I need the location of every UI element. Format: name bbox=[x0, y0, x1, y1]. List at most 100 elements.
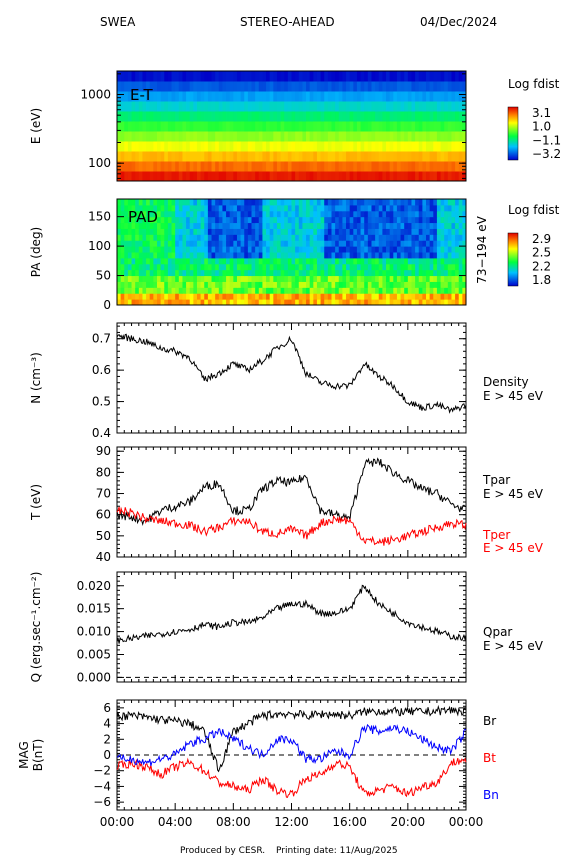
pad-cell bbox=[244, 216, 249, 224]
pad-cell bbox=[117, 228, 122, 235]
pad-cell bbox=[138, 210, 143, 218]
pad-cell bbox=[433, 299, 438, 306]
energy-axis-label: E (eV) bbox=[29, 108, 43, 144]
et-cell bbox=[189, 81, 194, 92]
et-cell bbox=[156, 171, 162, 182]
pad-cell bbox=[455, 293, 460, 300]
pad-cell bbox=[447, 234, 452, 241]
et-cell bbox=[258, 111, 263, 122]
pad-cell bbox=[426, 299, 431, 306]
pad-cell bbox=[360, 287, 365, 294]
pad-cell bbox=[309, 275, 314, 282]
et-cell bbox=[247, 111, 253, 122]
pad-cell bbox=[156, 275, 162, 282]
pad-cell bbox=[342, 246, 347, 253]
pad-cell bbox=[393, 228, 398, 235]
pad-cell bbox=[389, 210, 394, 218]
et-cell bbox=[458, 141, 463, 152]
et-cell bbox=[378, 131, 383, 142]
et-cell bbox=[418, 141, 423, 152]
pad-cell bbox=[451, 287, 456, 294]
pad-cell bbox=[131, 222, 136, 229]
pad-cell bbox=[236, 269, 242, 277]
et-cell bbox=[229, 71, 234, 82]
et-cell bbox=[117, 91, 122, 102]
pad-cell bbox=[178, 234, 183, 241]
pad-cell bbox=[331, 234, 336, 241]
pad-cell bbox=[200, 269, 205, 277]
et-cell bbox=[226, 81, 231, 92]
et-cell bbox=[349, 171, 354, 182]
et-cell bbox=[255, 141, 260, 152]
pad-cell bbox=[356, 246, 362, 253]
pad-cell bbox=[244, 287, 249, 294]
pad-cell bbox=[367, 293, 372, 300]
pad-cell bbox=[327, 240, 332, 247]
pad-cell bbox=[146, 210, 151, 218]
et-cell bbox=[258, 161, 263, 172]
et-cell bbox=[324, 81, 329, 92]
et-cell bbox=[346, 121, 351, 132]
pad-cell bbox=[389, 204, 394, 212]
pad-cell bbox=[244, 269, 249, 277]
pad-cell bbox=[120, 281, 125, 288]
pad-cell bbox=[178, 281, 183, 288]
pad-cell bbox=[400, 275, 405, 282]
pad-cell bbox=[193, 246, 198, 253]
pad-cell bbox=[131, 275, 136, 282]
et-cell bbox=[222, 91, 227, 102]
pad-cell bbox=[164, 199, 169, 206]
et-cell bbox=[287, 151, 292, 162]
et-cell bbox=[117, 101, 122, 112]
pad-cell bbox=[284, 275, 289, 282]
pad-cell bbox=[440, 234, 445, 241]
pad-cell bbox=[146, 287, 151, 294]
pad-cell bbox=[349, 281, 354, 288]
pad-cell bbox=[313, 287, 318, 294]
pad-cell bbox=[222, 263, 227, 271]
pad-cell bbox=[320, 228, 325, 235]
et-cell bbox=[356, 121, 362, 132]
pad-cell bbox=[262, 293, 267, 300]
pad-cell bbox=[178, 299, 183, 306]
et-cell bbox=[276, 161, 282, 172]
et-cell bbox=[389, 101, 394, 112]
colorbar-tick-label: 2.2 bbox=[532, 259, 551, 273]
pad-cell bbox=[295, 246, 300, 253]
pad-cell bbox=[273, 210, 278, 218]
et-cell bbox=[153, 171, 158, 182]
pad-cell bbox=[251, 263, 256, 271]
et-cell bbox=[396, 101, 402, 112]
pad-cell bbox=[171, 228, 176, 235]
et-cell bbox=[131, 111, 136, 122]
pad-cell bbox=[393, 263, 398, 271]
pad-cell bbox=[273, 299, 278, 306]
pad-cell bbox=[320, 199, 325, 206]
et-cell bbox=[411, 131, 416, 142]
pad-cell bbox=[280, 263, 285, 271]
pad-cell bbox=[447, 257, 452, 265]
et-cell bbox=[447, 141, 452, 152]
et-cell bbox=[135, 171, 140, 182]
et-cell bbox=[138, 111, 143, 122]
et-cell bbox=[284, 81, 289, 92]
pad-cell bbox=[440, 275, 445, 282]
pad-cell bbox=[447, 228, 452, 235]
pad-cell bbox=[455, 281, 460, 288]
et-cell bbox=[327, 101, 332, 112]
pad-cell bbox=[138, 222, 143, 229]
pad-cell bbox=[269, 210, 274, 218]
et-cell bbox=[324, 91, 329, 102]
pad-cell bbox=[211, 269, 216, 277]
pad-cell bbox=[215, 210, 220, 218]
pitch-angle-spectrogram bbox=[117, 199, 467, 306]
pad-cell bbox=[309, 257, 314, 265]
pad-cell bbox=[120, 252, 125, 259]
pad-cell bbox=[422, 281, 427, 288]
pad-cell bbox=[135, 263, 140, 271]
pad-cell bbox=[295, 234, 300, 241]
et-cell bbox=[298, 71, 303, 82]
pad-cell bbox=[240, 252, 245, 259]
pad-cell bbox=[244, 234, 249, 241]
pad-cell bbox=[418, 263, 423, 271]
